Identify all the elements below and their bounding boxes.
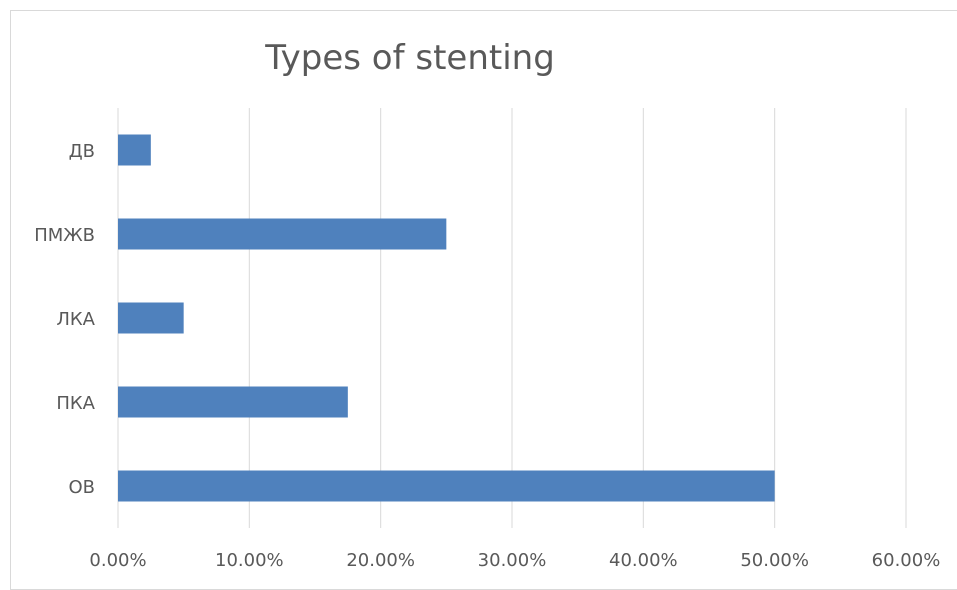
bar: [118, 470, 775, 502]
x-tick-label: 40.00%: [609, 550, 678, 571]
x-tick-label: 60.00%: [872, 550, 941, 571]
x-tick-label: 10.00%: [215, 550, 284, 571]
y-tick-label: ДВ: [69, 141, 95, 162]
x-tick-label: 50.00%: [740, 550, 809, 571]
y-tick-label: ПМЖВ: [34, 225, 95, 246]
x-tick-label: 20.00%: [346, 550, 415, 571]
bar: [118, 302, 184, 334]
bar: [118, 218, 447, 250]
x-tick-label: 0.00%: [89, 550, 146, 571]
chart-title: Types of stenting: [265, 38, 555, 78]
bar: [118, 134, 151, 166]
y-tick-label: ПКА: [56, 393, 95, 414]
x-tick-label: 30.00%: [478, 550, 547, 571]
y-tick-label: ЛКА: [56, 309, 95, 330]
bar: [118, 386, 348, 418]
y-tick-label: ОВ: [68, 477, 95, 498]
